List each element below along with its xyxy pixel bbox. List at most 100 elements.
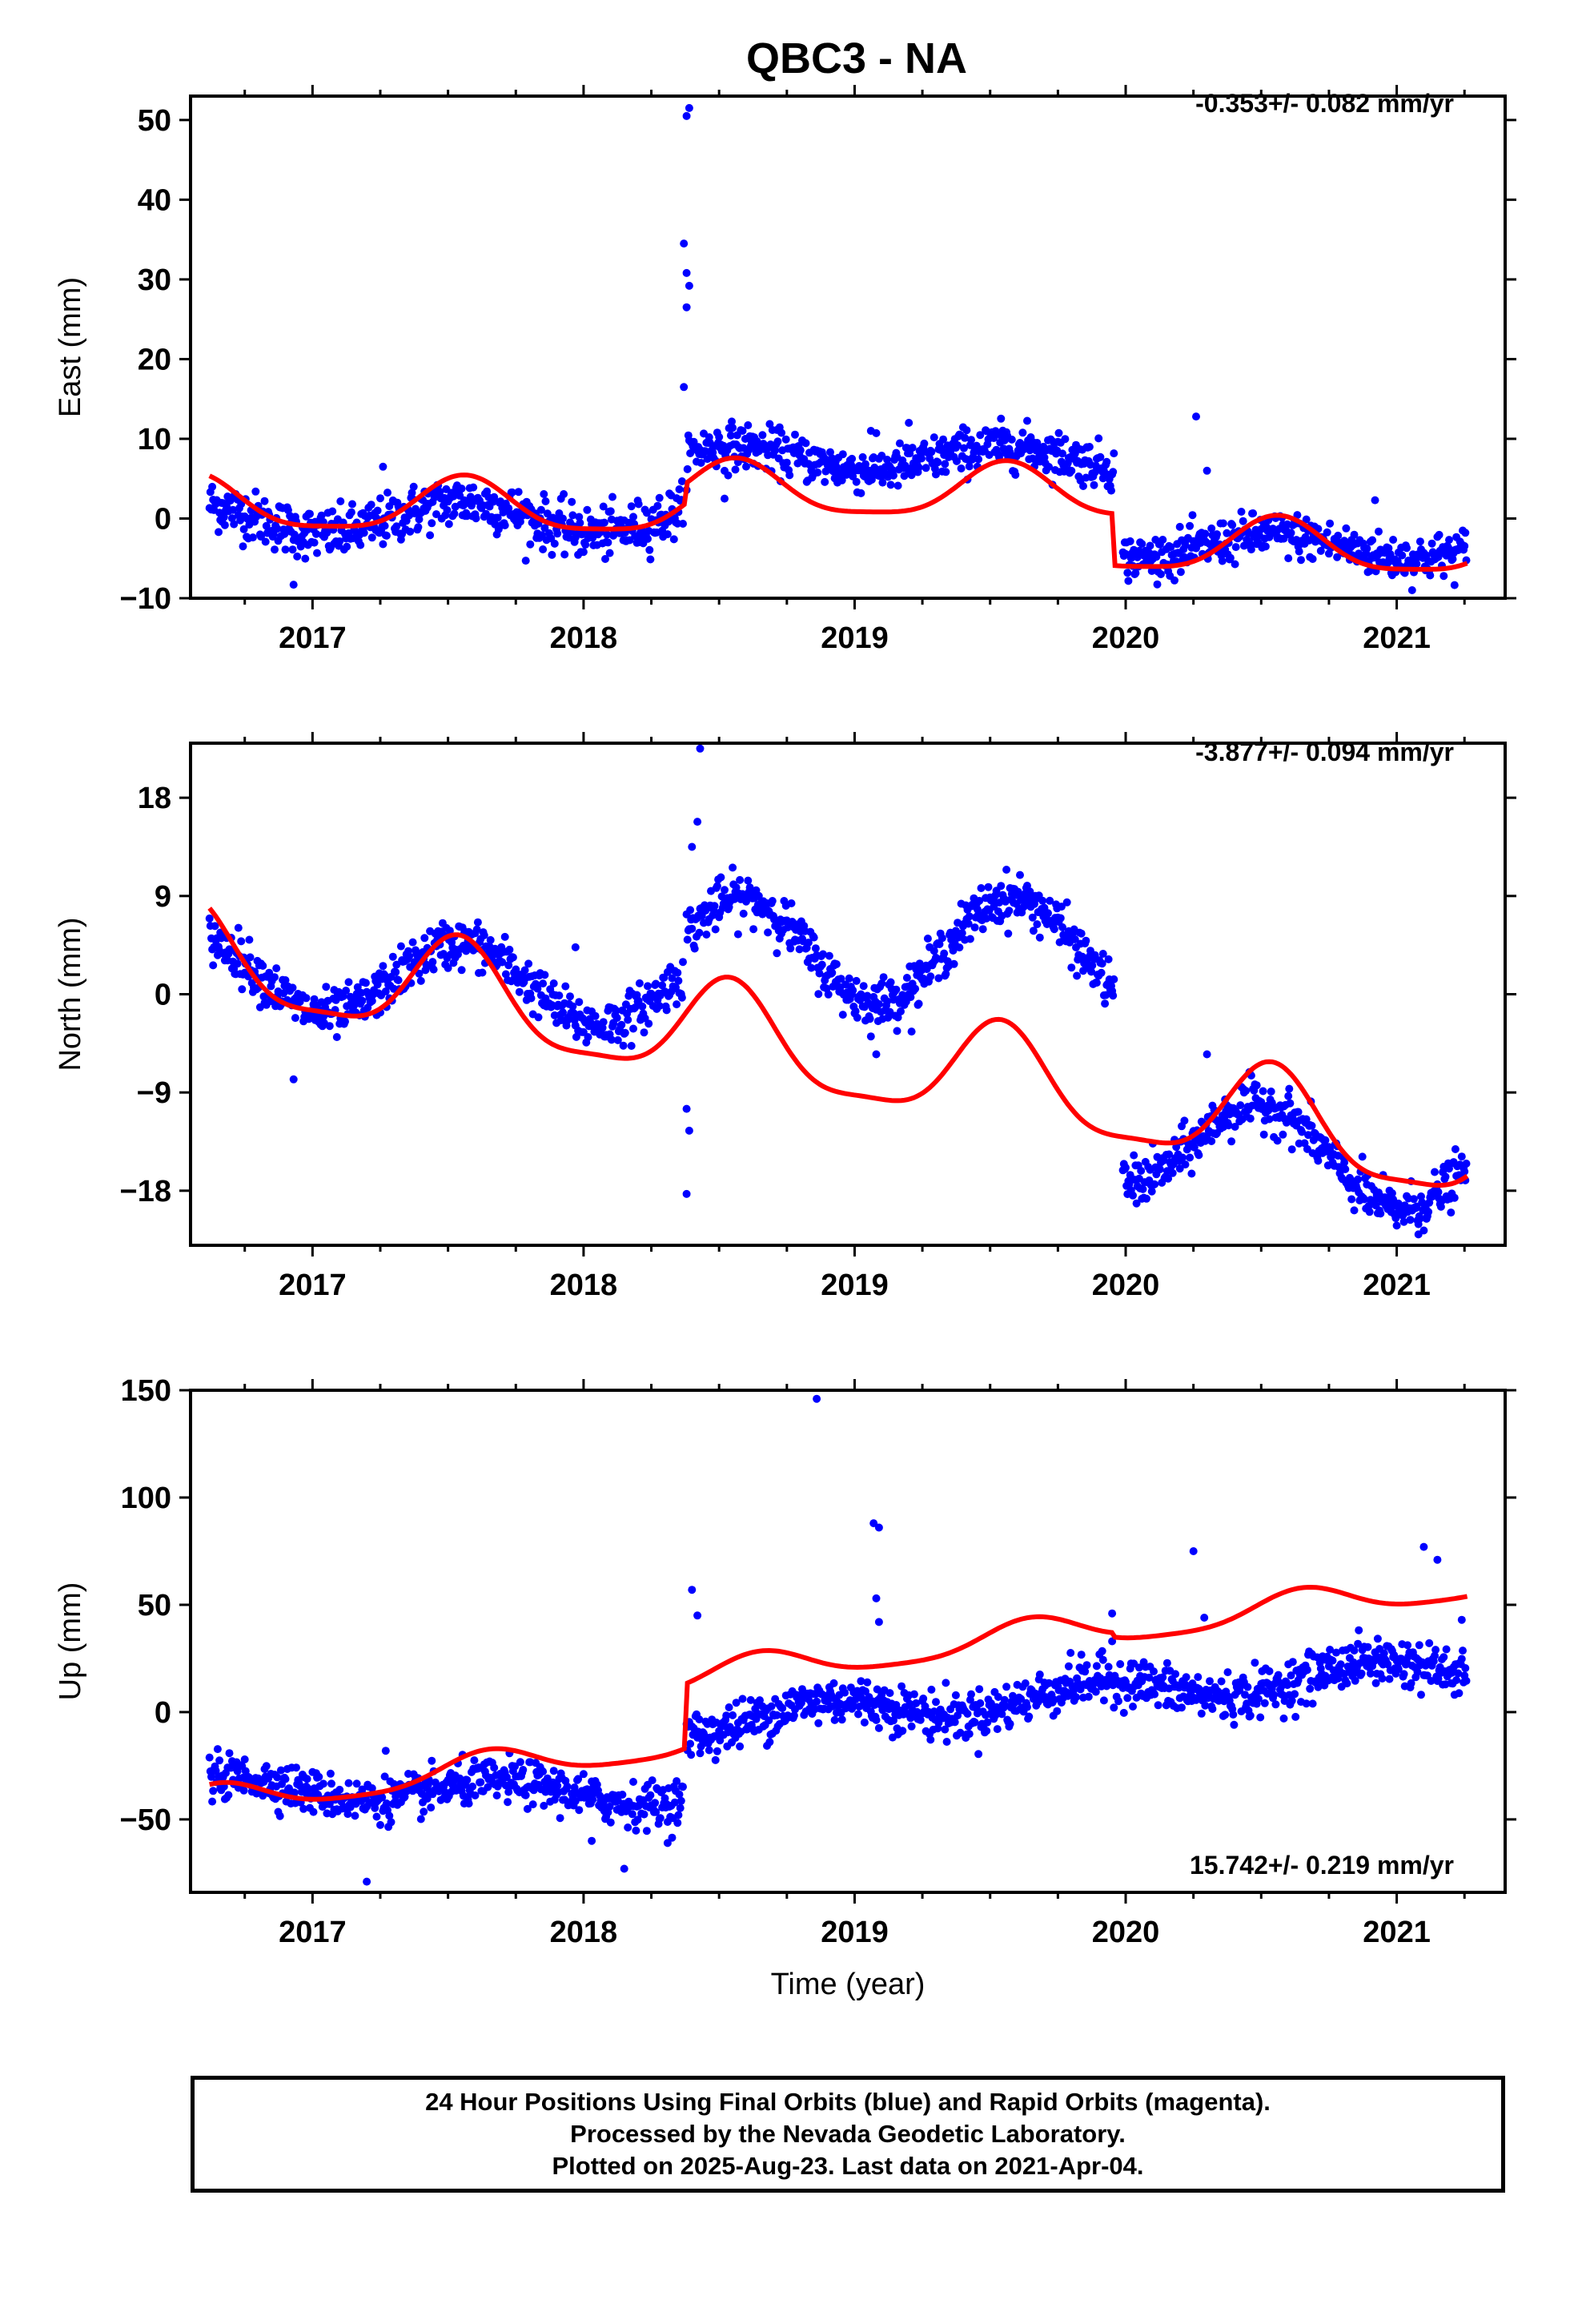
east-data-point (1350, 530, 1359, 539)
north-data-point (1441, 1172, 1450, 1181)
east-data-point (1122, 549, 1130, 558)
east-model-curve (208, 455, 1468, 572)
up-data-point (1110, 1703, 1118, 1712)
north-data-point (1358, 1152, 1367, 1161)
north-data-point (624, 1015, 632, 1024)
north-x-tick-label: 2018 (550, 1269, 618, 1302)
north-data-point (1110, 975, 1118, 983)
north-data-point (540, 971, 549, 979)
up-data-point (861, 1687, 869, 1695)
east-y-axis-label: East (mm) (54, 277, 87, 417)
up-data-point (1251, 1659, 1259, 1667)
north-data-point (673, 968, 682, 977)
north-data-point (1056, 914, 1065, 923)
north-data-point (1406, 1216, 1415, 1224)
north-data-point (445, 927, 454, 935)
up-data-point (857, 1677, 865, 1686)
east-data-point (1094, 434, 1103, 443)
up-data-point (575, 1806, 584, 1815)
north-data-point (786, 944, 795, 953)
north-data-point (259, 962, 267, 970)
up-data-point (1171, 1670, 1180, 1679)
east-data-point (608, 493, 616, 501)
east-data-point (229, 505, 237, 514)
east-data-point (1231, 560, 1239, 569)
east-data-point (1415, 537, 1424, 546)
north-data-point (1175, 1164, 1184, 1173)
north-data-point (415, 969, 424, 978)
up-data-point (428, 1756, 436, 1765)
up-data-point (967, 1690, 975, 1699)
east-data-point (680, 383, 689, 392)
up-data-point (670, 1798, 679, 1807)
up-data-point (1373, 1634, 1382, 1643)
north-data-point (498, 958, 507, 967)
north-data-point (1414, 1230, 1423, 1239)
east-data-point (858, 452, 867, 461)
east-data-point (726, 431, 735, 440)
up-data-point (1017, 1695, 1026, 1703)
east-data-point (893, 481, 902, 490)
up-data-point (872, 1594, 881, 1602)
up-data-point (1129, 1703, 1137, 1711)
north-data-point (1104, 955, 1113, 963)
east-data-point (432, 510, 440, 519)
north-data-point (629, 1024, 637, 1033)
up-data-point (1283, 1681, 1291, 1690)
up-data-point (942, 1738, 951, 1746)
east-data-point (469, 483, 478, 492)
up-data-point (618, 1791, 627, 1799)
north-data-point (964, 919, 973, 928)
east-data-point (472, 514, 480, 523)
up-data-point (1413, 1667, 1422, 1676)
east-data-point (701, 447, 710, 456)
north-data-point (302, 994, 311, 1003)
east-data-point (1109, 468, 1118, 476)
north-data-point (1088, 961, 1097, 970)
up-data-point (1099, 1696, 1108, 1705)
up-data-point (1355, 1626, 1363, 1634)
north-data-point (332, 1033, 341, 1041)
up-data-point (632, 1826, 640, 1835)
up-y-tick-label: 50 (138, 1589, 171, 1622)
east-data-point (1226, 553, 1235, 562)
east-data-point (895, 439, 904, 448)
north-data-point (658, 981, 667, 990)
east-data-point (1363, 544, 1371, 553)
east-data-point (927, 448, 936, 456)
east-data-point (1450, 581, 1459, 589)
up-data-point (765, 1738, 774, 1747)
up-data-point (1457, 1615, 1466, 1624)
up-data-point (303, 1775, 311, 1783)
up-data-point (224, 1791, 233, 1799)
north-data-point (429, 965, 438, 974)
up-data-point (679, 1783, 687, 1791)
up-data-point (1431, 1646, 1440, 1655)
up-data-point (273, 1773, 282, 1782)
up-data-point (696, 1749, 705, 1758)
up-data-point (677, 1796, 685, 1805)
north-data-point (851, 1007, 860, 1015)
panel-north: 2017 2018 2019 2020 2021 −18 −9 0 9 18 North (mm) -… (54, 732, 1516, 1302)
east-data-point (227, 514, 236, 523)
up-rate-label: 15.742+/- 0.219 mm/yr (1190, 1851, 1454, 1880)
up-data-point (1326, 1646, 1335, 1654)
north-data-point (832, 960, 841, 968)
up-data-point (713, 1747, 721, 1755)
up-data-point (400, 1792, 409, 1801)
north-x-tick-label: 2019 (821, 1269, 889, 1302)
up-data-point (897, 1682, 906, 1691)
east-data-point (954, 441, 962, 449)
panel-east: 2017 2018 2019 2020 2021 −10 0 10 20 30 40 50 East (… (54, 85, 1516, 655)
north-y-tick-label: −9 (137, 1076, 171, 1110)
north-data-point (1321, 1136, 1330, 1144)
up-data-point (492, 1791, 501, 1799)
up-data-point (732, 1699, 741, 1707)
north-data-point (566, 992, 574, 1001)
east-data-point (514, 488, 523, 497)
east-data-point (826, 448, 834, 456)
east-data-point (917, 454, 926, 463)
east-data-point (1461, 529, 1470, 537)
north-data-point (289, 1075, 298, 1084)
east-data-point (685, 103, 693, 112)
